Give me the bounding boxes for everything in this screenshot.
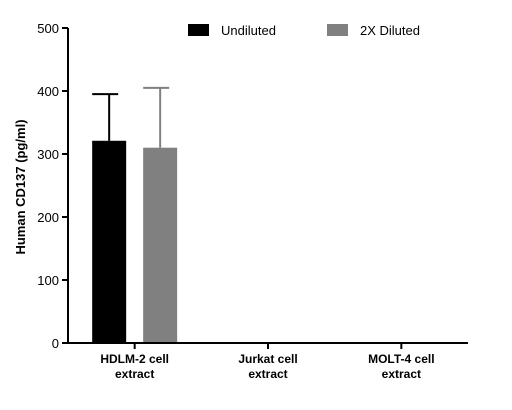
x-tick-label: HDLM-2 cell: [100, 352, 169, 366]
y-tick-label: 0: [52, 336, 59, 351]
x-tick-label: extract: [115, 367, 154, 381]
bar: [143, 147, 178, 343]
legend: Undiluted 2X Diluted: [188, 23, 420, 38]
x-tick-label: Jurkat cell: [238, 352, 297, 366]
error-bars-layer: [92, 86, 170, 148]
legend-swatch: [188, 24, 209, 36]
x-tick-label: extract: [248, 367, 287, 381]
y-tick-label: 100: [37, 273, 59, 288]
legend-label: Undiluted: [221, 23, 276, 38]
x-tick-label: extract: [382, 367, 421, 381]
bars-layer: [92, 140, 178, 343]
bar: [92, 140, 127, 343]
y-tick-label: 500: [37, 21, 59, 36]
y-tick-label: 300: [37, 147, 59, 162]
y-tick-label: 400: [37, 84, 59, 99]
y-tick-label: 200: [37, 210, 59, 225]
legend-label: 2X Diluted: [360, 23, 420, 38]
legend-swatch: [327, 24, 348, 36]
x-tick-label: MOLT-4 cell: [368, 352, 434, 366]
y-axis-title: Human CD137 (pg/ml): [13, 119, 28, 254]
